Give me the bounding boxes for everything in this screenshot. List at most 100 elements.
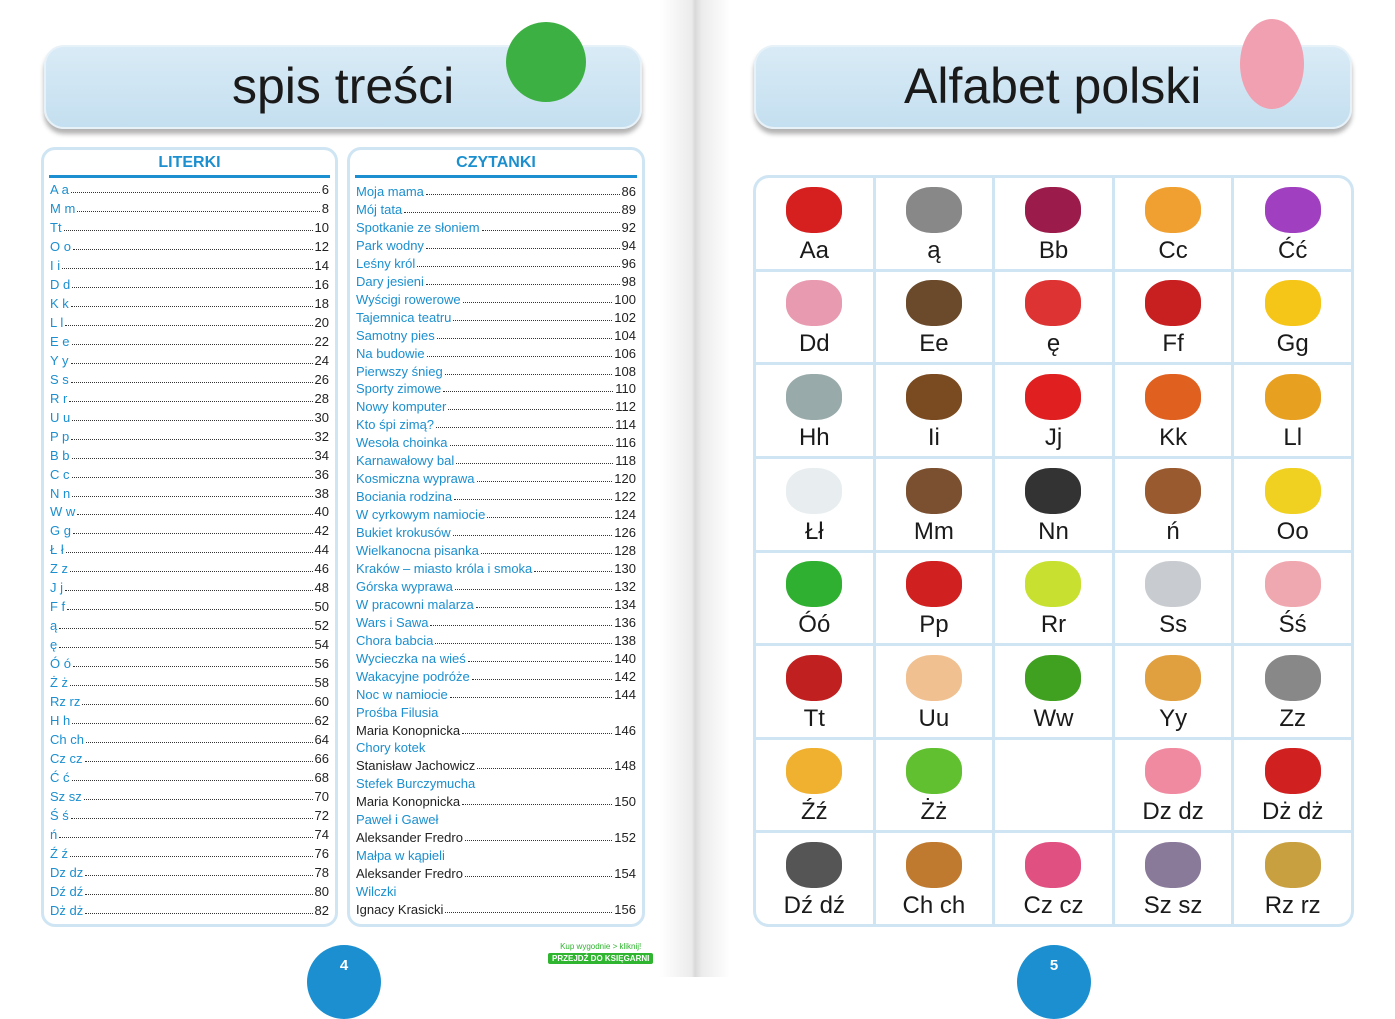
toc-entry[interactable]: Aleksander Fredro 154 (356, 866, 636, 881)
toc-entry[interactable]: Cz cz 66 (50, 751, 329, 766)
toc-entry[interactable]: E e 22 (50, 334, 329, 349)
toc-entry[interactable]: ń 74 (50, 827, 329, 842)
toc-entry[interactable]: Prośba Filusia (356, 705, 636, 720)
toc-entry[interactable]: Dź dź 80 (50, 884, 329, 899)
toc-entry[interactable]: Moja mama 86 (356, 184, 636, 199)
hippo-icon (786, 373, 843, 420)
toc-entry[interactable]: Bukiet krokusów 126 (356, 525, 636, 540)
toc-entry[interactable]: Wesoła choinka 116 (356, 435, 636, 450)
toc-entry[interactable]: Karnawałowy bal 118 (356, 453, 636, 468)
toc-entry[interactable]: Chory kotek (356, 740, 636, 755)
toc-entry[interactable]: O o 12 (50, 239, 329, 254)
toc-entry[interactable]: B b 34 (50, 448, 329, 463)
toc-entry[interactable]: I i 14 (50, 258, 329, 273)
toc-entry[interactable]: Małpa w kąpieli (356, 848, 636, 863)
toc-entry[interactable]: G g 42 (50, 523, 329, 538)
toc-entry[interactable]: Tajemnica teatru 102 (356, 310, 636, 325)
toc-entry[interactable]: C c 36 (50, 467, 329, 482)
dot-leader (72, 239, 313, 250)
toc-entry[interactable]: Dz dz 78 (50, 865, 329, 880)
toc-entry[interactable]: Górska wyprawa 132 (356, 579, 636, 594)
toc-entry[interactable]: W pracowni malarza 134 (356, 597, 636, 612)
toc-entry[interactable]: Nowy komputer 112 (356, 399, 636, 414)
toc-entry[interactable]: Ś ś 72 (50, 808, 329, 823)
entry-title: Wakacyjne podróże (356, 668, 470, 684)
toc-entry[interactable]: ą 52 (50, 618, 329, 633)
toc-entry[interactable]: M m 8 (50, 201, 329, 216)
toc-entry[interactable]: J j 48 (50, 580, 329, 595)
toc-entry[interactable]: R r 28 (50, 391, 329, 406)
alphabet-cell: Rr (995, 552, 1112, 644)
toc-entry[interactable]: Noc w namiocie 144 (356, 687, 636, 702)
toc-entry[interactable]: Paweł i Gaweł (356, 812, 636, 827)
entry-page: 86 (621, 184, 636, 199)
toc-entry[interactable]: Samotny pies 104 (356, 328, 636, 343)
alphabet-cell: Łł (756, 458, 873, 550)
toc-entry[interactable]: K k 18 (50, 296, 329, 311)
toc-entry[interactable]: Ó ó 56 (50, 656, 329, 671)
toc-entry[interactable]: N n 38 (50, 486, 329, 501)
toc-entry[interactable]: Z z 46 (50, 561, 329, 576)
toc-entry[interactable]: Chora babcia 138 (356, 633, 636, 648)
toc-entry[interactable]: Leśny król 96 (356, 256, 636, 271)
toc-entry[interactable]: L l 20 (50, 315, 329, 330)
toc-entry[interactable]: Mój tata 89 (356, 202, 636, 217)
toc-entry[interactable]: ę 54 (50, 637, 329, 652)
toc-entry[interactable]: Dż dż 82 (50, 903, 329, 918)
toc-entry[interactable]: A a 6 (50, 182, 329, 197)
toc-entry[interactable]: Ż ż 58 (50, 675, 329, 690)
toc-entry[interactable]: Wycieczka na wieś 140 (356, 651, 636, 666)
toc-entry[interactable]: Kraków – miasto króla i smoka 130 (356, 561, 636, 576)
toc-entry[interactable]: W cyrkowym namiocie 124 (356, 507, 636, 522)
toc-entry[interactable]: Tt 10 (50, 220, 329, 235)
toc-entry[interactable]: P p 32 (50, 429, 329, 444)
go-to-bookstore-button[interactable]: PRZEJDŹ DO KSIĘGARNI (548, 953, 654, 964)
toc-entry[interactable]: Park wodny 94 (356, 238, 636, 253)
toc-entry[interactable]: H h 62 (50, 713, 329, 728)
entry-page: 50 (314, 599, 329, 615)
toc-entry[interactable]: U u 30 (50, 410, 329, 425)
entry-page: 74 (314, 826, 329, 842)
toc-entry[interactable]: Kto śpi zimą? 114 (356, 417, 636, 432)
toc-entry[interactable]: Na budowie 106 (356, 346, 636, 361)
toc-entry[interactable]: Ł ł 44 (50, 542, 329, 557)
toc-entry[interactable]: Ignacy Krasicki 156 (356, 902, 636, 917)
entry-page: 18 (314, 295, 329, 311)
toc-entry[interactable]: Maria Konopnicka 146 (356, 723, 636, 738)
toc-entry[interactable]: Ź ź 76 (50, 846, 329, 861)
toc-entry[interactable]: Kosmiczna wyprawa 120 (356, 471, 636, 486)
toc-entry[interactable]: Maria Konopnicka 150 (356, 794, 636, 809)
toc-entry[interactable]: Sz sz 70 (50, 789, 329, 804)
toc-entry[interactable]: Stanisław Jachowicz 148 (356, 758, 636, 773)
entry-page: 89 (621, 201, 636, 217)
toc-entry[interactable]: W w 40 (50, 504, 329, 519)
toc-entry[interactable]: Stefek Burczymucha (356, 776, 636, 791)
toc-entry[interactable]: Wars i Sawa 136 (356, 615, 636, 630)
toc-entry[interactable]: Ch ch 64 (50, 732, 329, 747)
toc-entry[interactable]: Ć ć 68 (50, 770, 329, 785)
entry-label: K k (50, 295, 69, 311)
entry-page: 36 (314, 466, 329, 482)
toc-entry[interactable]: S s 26 (50, 372, 329, 387)
dot-leader (85, 732, 313, 744)
toc-entry[interactable]: Pierwszy śnieg 108 (356, 364, 636, 379)
toc-entry[interactable]: Wielkanocna pisanka 128 (356, 543, 636, 558)
toc-entry[interactable]: Wakacyjne podróże 142 (356, 669, 636, 684)
toc-entry[interactable]: Wilczki (356, 884, 636, 899)
toc-entry[interactable]: Spotkanie ze słoniem 92 (356, 220, 636, 235)
toc-entry[interactable]: D d 16 (50, 277, 329, 292)
entry-page: 54 (314, 637, 329, 653)
toc-entry[interactable]: F f 50 (50, 599, 329, 614)
toc-entry[interactable]: Aleksander Fredro 152 (356, 830, 636, 845)
entry-title: Górska wyprawa (356, 578, 453, 594)
toc-entry[interactable]: Wyścigi rowerowe 100 (356, 292, 636, 307)
bread-icon (905, 842, 962, 888)
shop-promo[interactable]: Kup wygodnie > kliknij! PRZEJDŹ DO KSIĘG… (548, 942, 654, 964)
toc-entry[interactable]: Bociania rodzina 122 (356, 489, 636, 504)
toc-entry[interactable]: Rz rz 60 (50, 694, 329, 709)
toc-entry[interactable]: Y y 24 (50, 353, 329, 368)
entry-title: Chory kotek (356, 740, 426, 756)
toc-entry[interactable]: Sporty zimowe 110 (356, 381, 636, 396)
dot-leader (72, 656, 313, 668)
toc-entry[interactable]: Dary jesieni 98 (356, 274, 636, 289)
